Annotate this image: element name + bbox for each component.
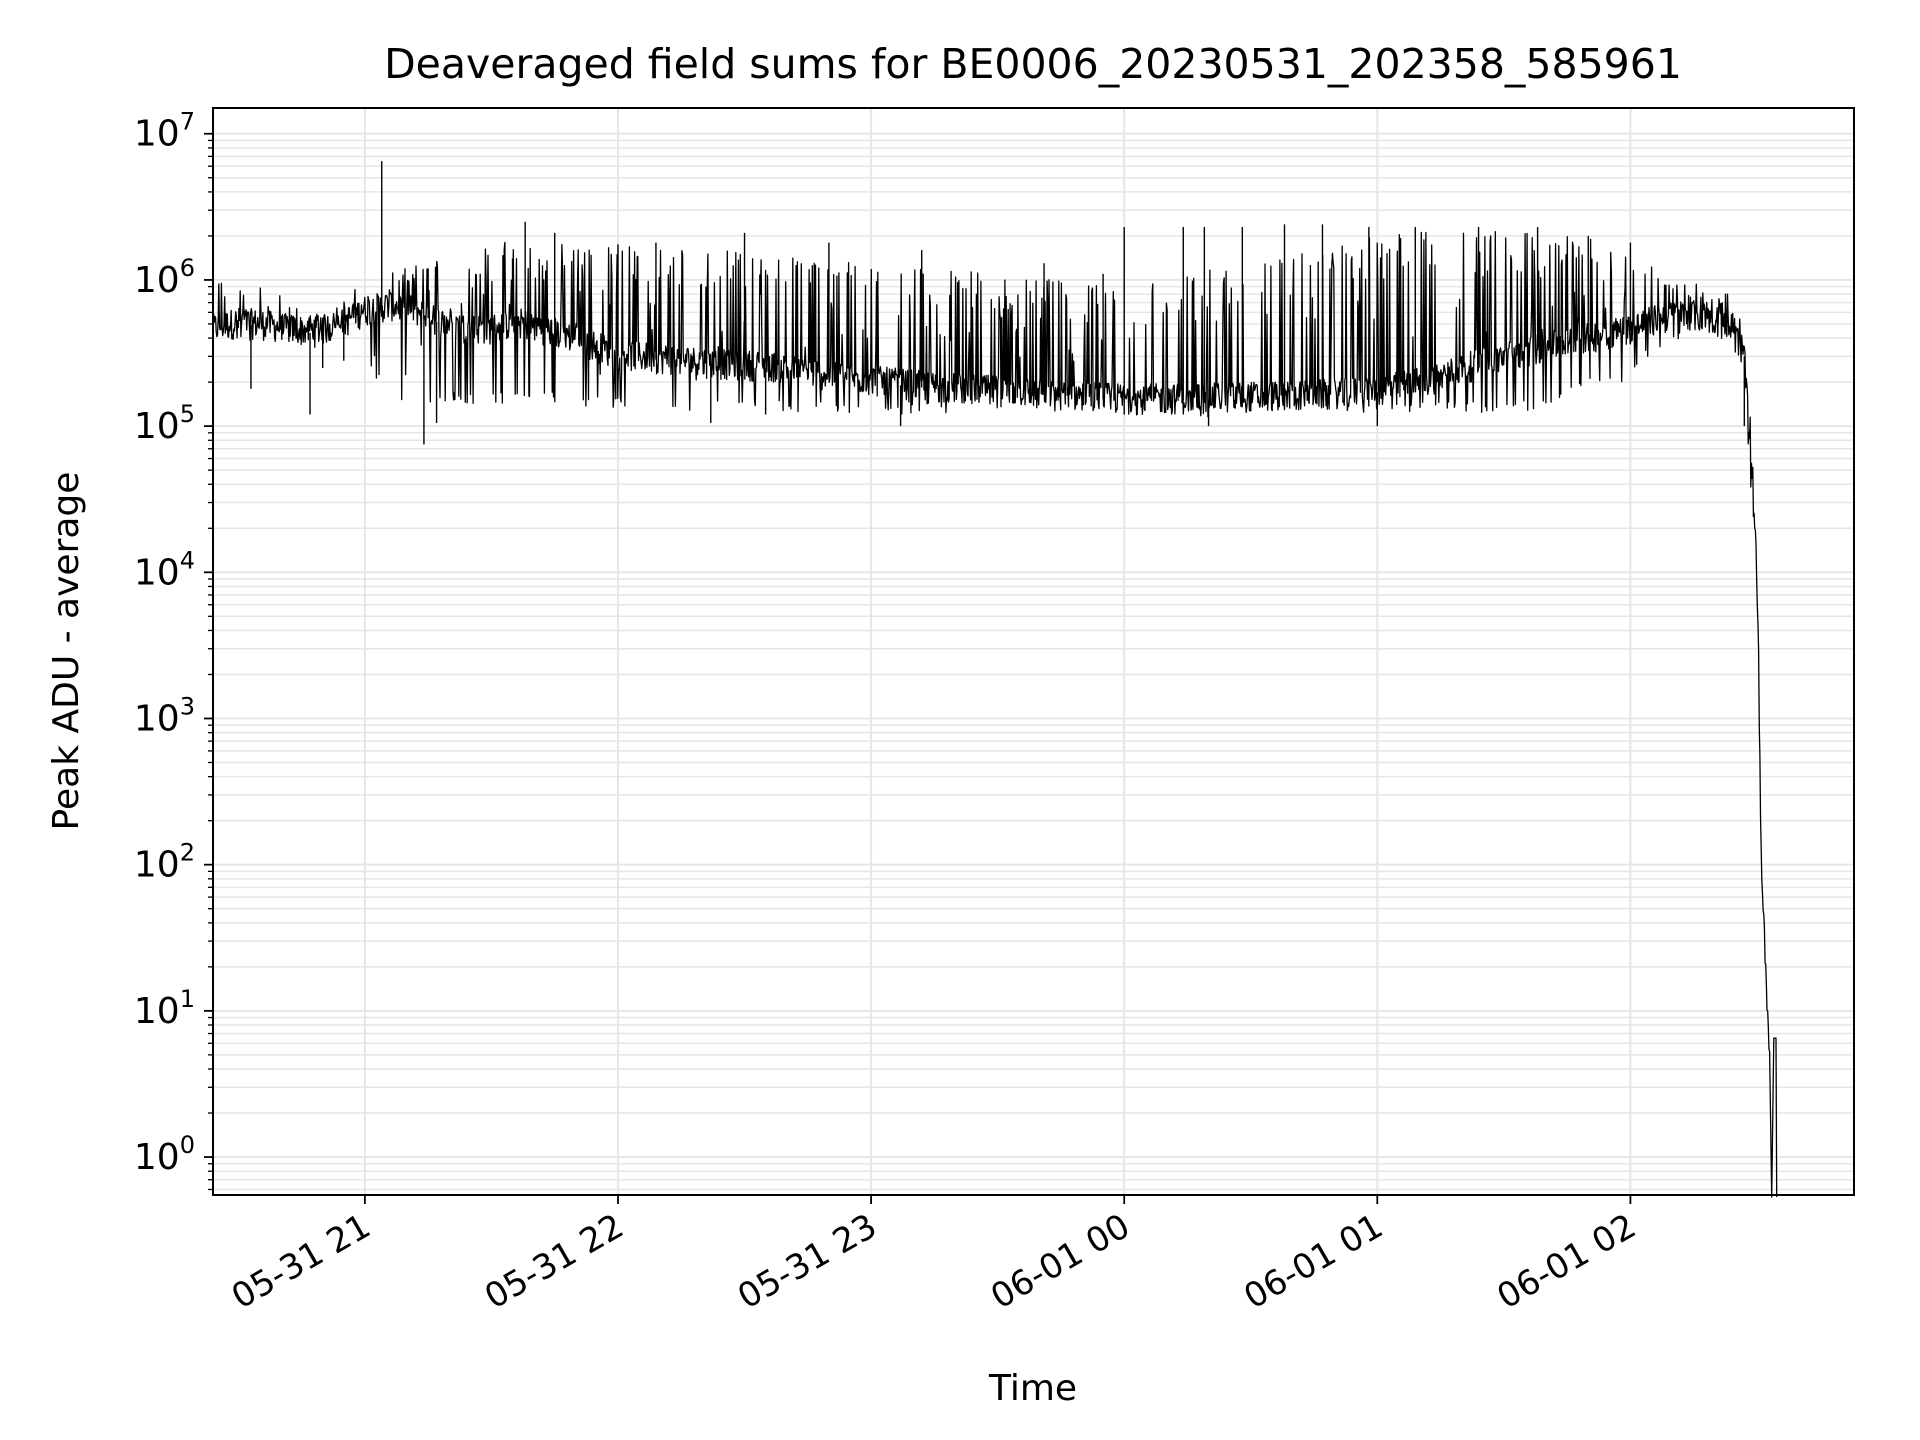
- y-tick-label: 101: [134, 985, 195, 1032]
- plot-frame: [212, 107, 1855, 1196]
- y-tick-label: 103: [134, 692, 195, 739]
- chart-title: Deaveraged field sums for BE0006_2023053…: [384, 40, 1682, 88]
- x-axis-title: Time: [988, 1368, 1077, 1409]
- y-tick-label: 100: [134, 1131, 195, 1178]
- y-tick-label: 107: [134, 108, 195, 155]
- grid: [213, 108, 1854, 1195]
- y-axis-title: Peak ADU - average: [46, 472, 87, 831]
- y-tick-label: 102: [134, 839, 195, 886]
- data-layer: [212, 161, 1778, 1198]
- series-line: [212, 231, 1778, 1198]
- y-tick-label: 104: [134, 546, 195, 593]
- y-tick-label: 106: [134, 254, 195, 301]
- y-tick-label: 105: [134, 400, 195, 447]
